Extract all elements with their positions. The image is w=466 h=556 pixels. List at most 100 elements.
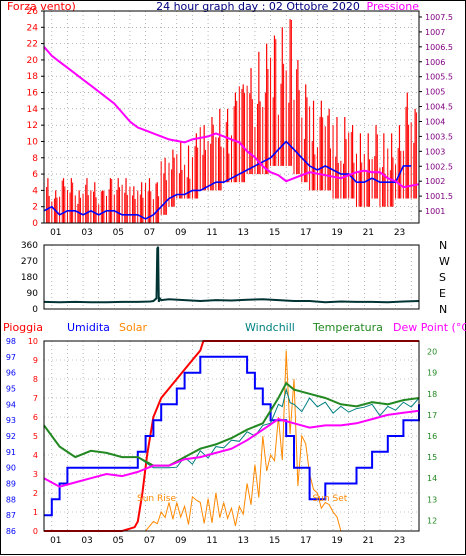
weather-x-tick-label: 19 <box>331 536 343 546</box>
compass-label: E <box>439 287 446 300</box>
rain-y-tick-label: 0 <box>33 527 38 536</box>
humidity-y-tick-label: 95 <box>6 385 16 394</box>
header-title: 24 hour graph day : 02 Ottobre 2020 <box>156 1 360 13</box>
compass-label: W <box>439 255 450 268</box>
wind-y-tick-label: 20 <box>27 56 39 66</box>
wind-y-tick-label: 22 <box>27 40 38 50</box>
pressure-y-tick-label: 1003 <box>425 147 445 156</box>
wind-y-tick-label: 4 <box>32 186 38 196</box>
weather-x-tick-label: 11 <box>206 536 217 546</box>
temp-y-tick-label: 19 <box>427 369 437 378</box>
legend-label-0: Pioggia <box>3 321 43 334</box>
humidity-y-tick-label: 87 <box>6 511 16 520</box>
compass-label: N <box>439 239 447 252</box>
temp-y-tick-label: 13 <box>427 495 437 504</box>
pressure-y-tick-label: 1005.5 <box>425 73 453 82</box>
wind-x-tick-label: 09 <box>175 228 187 238</box>
wind-x-tick-label: 13 <box>238 228 249 238</box>
temp-y-tick-label: 16 <box>427 432 437 441</box>
wind-y-tick-label: 16 <box>27 89 39 99</box>
weather-x-tick-label: 09 <box>175 536 187 546</box>
rain-y-tick-label: 1 <box>33 508 38 517</box>
wind-y-tick-label: 26 <box>27 7 39 17</box>
weather-x-tick-label: 21 <box>363 536 374 546</box>
legend-label-4: Temperatura <box>312 321 383 334</box>
direction-y-tick-label: 180 <box>21 273 38 283</box>
pressure-y-tick-label: 1004 <box>425 117 445 126</box>
pressure-y-tick-label: 1004.5 <box>425 103 453 112</box>
rain-y-tick-label: 2 <box>33 489 38 498</box>
pressure-y-tick-label: 1001 <box>425 207 445 216</box>
wind-y-tick-label: 2 <box>32 203 38 213</box>
wind-y-tick-label: 0 <box>32 219 38 229</box>
humidity-y-tick-label: 88 <box>6 495 16 504</box>
weather-x-tick-label: 07 <box>144 536 155 546</box>
pressure-line <box>43 46 420 189</box>
wind-direction-line <box>43 246 420 304</box>
temp-y-tick-label: 18 <box>427 390 437 399</box>
wind-x-tick-label: 05 <box>113 228 124 238</box>
solar-line <box>44 350 419 532</box>
legend-label-2: Solar <box>119 321 148 334</box>
wind-y-tick-label: 6 <box>32 170 38 180</box>
pressure-y-tick-label: 1002 <box>425 177 445 186</box>
weather-x-tick-label: 03 <box>81 536 92 546</box>
legend-label-5: Dew Point (°C) <box>393 321 466 334</box>
wind-x-tick-label: 17 <box>300 228 311 238</box>
humidity-y-tick-label: 94 <box>6 400 16 409</box>
weather-x-tick-label: 15 <box>269 536 280 546</box>
temp-y-tick-label: 17 <box>427 411 437 420</box>
temp-y-tick-label: 15 <box>427 453 437 462</box>
wind-panel-frame <box>43 10 420 224</box>
wind-x-tick-label: 07 <box>144 228 155 238</box>
direction-y-tick-label: 360 <box>21 241 38 251</box>
sun-rise-label: Sun Rise <box>137 494 176 504</box>
temp-y-tick-label: 14 <box>427 474 437 483</box>
humidity-y-tick-label: 97 <box>6 353 16 362</box>
humidity-y-tick-label: 89 <box>6 480 16 489</box>
temperature-line <box>43 381 420 467</box>
humidity-y-tick-label: 86 <box>6 527 16 536</box>
header-right-label: Pressione <box>367 1 420 13</box>
wind-x-tick-label: 01 <box>50 228 61 238</box>
pressure-y-tick-label: 1007.5 <box>425 13 453 22</box>
wind-y-tick-label: 8 <box>32 154 38 164</box>
direction-y-tick-label: 90 <box>27 289 39 299</box>
weather-x-tick-label: 17 <box>300 536 311 546</box>
rain-y-tick-label: 8 <box>33 375 38 384</box>
wind-x-tick-label: 19 <box>331 228 343 238</box>
wind-y-tick-label: 18 <box>27 72 39 82</box>
wind-y-tick-label: 14 <box>27 105 39 115</box>
wind-x-tick-label: 23 <box>394 228 405 238</box>
pressure-y-tick-label: 1006.5 <box>425 43 453 52</box>
pressure-y-tick-label: 1006 <box>425 58 445 67</box>
legend-label-1: Umidita <box>67 321 110 334</box>
humidity-y-tick-label: 93 <box>6 416 16 425</box>
wind-x-tick-label: 15 <box>269 228 280 238</box>
header-left-label: Forza vento) <box>7 1 76 13</box>
humidity-y-tick-label: 91 <box>6 448 16 457</box>
rain-y-tick-label: 3 <box>33 470 38 479</box>
pressure-y-tick-label: 1005 <box>425 88 445 97</box>
weather-x-tick-label: 01 <box>50 536 61 546</box>
pressure-y-tick-label: 1007 <box>425 28 445 37</box>
humidity-y-tick-label: 90 <box>6 464 16 473</box>
pressure-y-tick-label: 1002.5 <box>425 162 453 171</box>
weather-x-tick-label: 05 <box>113 536 124 546</box>
wind-y-tick-label: 12 <box>27 121 38 131</box>
wind-x-tick-label: 21 <box>363 228 374 238</box>
humidity-y-tick-label: 92 <box>6 432 16 441</box>
rain-y-tick-label: 9 <box>33 356 38 365</box>
rain-y-tick-label: 7 <box>33 394 38 403</box>
temp-y-tick-label: 12 <box>427 516 437 525</box>
humidity-y-tick-label: 98 <box>6 337 16 346</box>
rain-y-tick-label: 6 <box>33 413 38 422</box>
weather-x-tick-label: 23 <box>394 536 405 546</box>
rain-y-tick-label: 10 <box>28 337 38 346</box>
temp-y-tick-label: 20 <box>427 348 437 357</box>
wind-y-tick-label: 10 <box>27 137 39 147</box>
weather-x-tick-label: 13 <box>238 536 249 546</box>
humidity-line <box>44 355 420 517</box>
